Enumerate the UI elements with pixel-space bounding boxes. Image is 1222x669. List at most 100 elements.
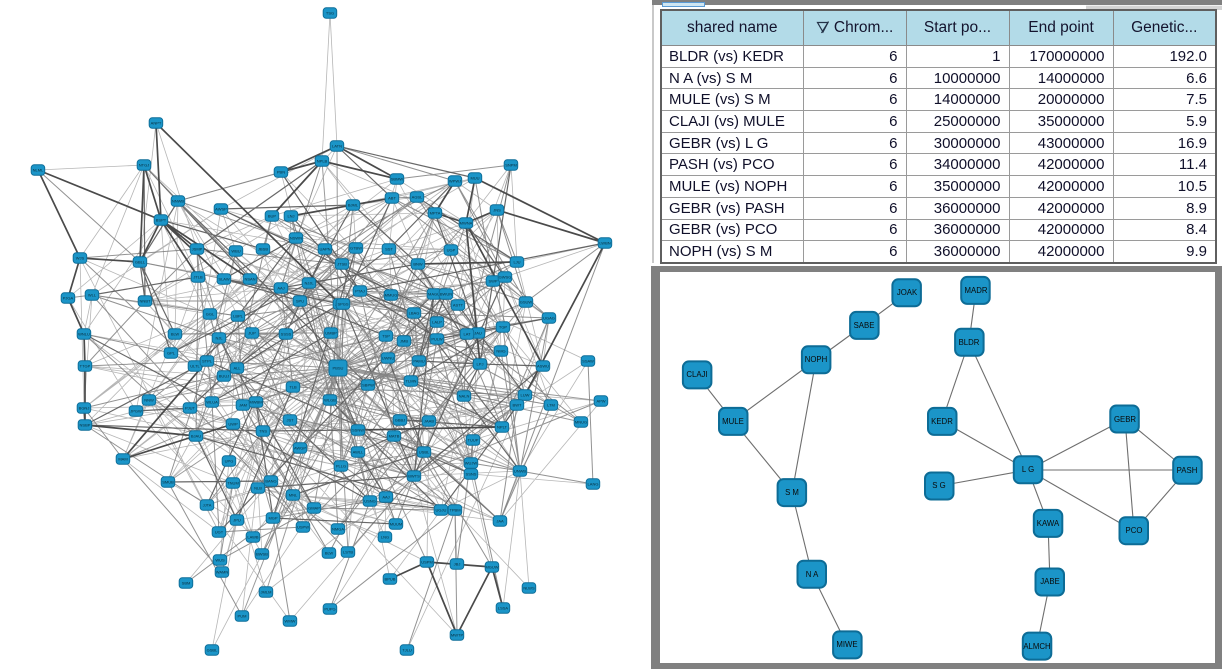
- svg-text:MMUG: MMUG: [385, 293, 398, 298]
- svg-text:ASWU: ASWU: [537, 364, 549, 369]
- svg-text:JMB: JMB: [400, 339, 408, 344]
- svg-text:AWGP: AWGP: [294, 446, 306, 451]
- svg-text:SPU: SPU: [296, 299, 304, 304]
- svg-text:SNPM: SNPM: [505, 163, 517, 168]
- svg-text:NSWN: NSWN: [290, 236, 302, 241]
- svg-text:LATN: LATN: [332, 144, 342, 149]
- svg-text:JST: JST: [286, 418, 294, 423]
- svg-text:L G: L G: [1022, 465, 1034, 474]
- svg-text:UGAG: UGAG: [543, 316, 555, 321]
- svg-text:AGSL: AGSL: [412, 195, 423, 200]
- svg-text:JBSB: JBSB: [258, 247, 268, 252]
- svg-text:SBM: SBM: [182, 581, 191, 586]
- svg-text:JABE: JABE: [1040, 577, 1060, 586]
- svg-text:BGNJ: BGNJ: [79, 406, 90, 411]
- svg-text:UGT: UGT: [215, 530, 224, 535]
- svg-text:LPJ: LPJ: [477, 362, 484, 367]
- svg-text:PJGA: PJGA: [63, 296, 74, 301]
- svg-text:JTLB: JTLB: [193, 275, 203, 280]
- svg-text:BWT: BWT: [513, 403, 522, 408]
- svg-text:KEDR: KEDR: [931, 417, 953, 426]
- svg-text:GSBL: GSBL: [207, 648, 218, 653]
- svg-text:NMG: NMG: [496, 349, 505, 354]
- svg-text:LBPL: LBPL: [233, 314, 244, 319]
- svg-text:SWP: SWP: [488, 279, 497, 284]
- svg-text:TLMN: TLMN: [406, 379, 417, 384]
- svg-text:GWSG: GWSG: [499, 275, 512, 280]
- svg-text:JPGW: JPGW: [130, 409, 142, 414]
- svg-text:JBJ: JBJ: [454, 562, 461, 567]
- svg-text:NJL: NJL: [215, 336, 223, 341]
- svg-text:UAPN: UAPN: [319, 247, 330, 252]
- svg-text:JPU: JPU: [233, 518, 241, 523]
- svg-text:LAWB: LAWB: [247, 535, 259, 540]
- svg-text:LAT: LAT: [463, 332, 471, 337]
- svg-text:JTSB: JTSB: [337, 262, 347, 267]
- svg-text:PLLG: PLLG: [336, 464, 346, 469]
- svg-text:MUU: MUU: [470, 176, 479, 181]
- svg-text:PBN: PBN: [277, 170, 285, 175]
- svg-text:NLB: NLB: [254, 486, 262, 491]
- svg-text:NTGJ: NTGJ: [139, 163, 149, 168]
- svg-text:WBU: WBU: [231, 249, 240, 254]
- svg-text:BANG: BANG: [265, 479, 276, 484]
- svg-text:GPL: GPL: [167, 351, 176, 356]
- svg-text:SSNS: SSNS: [466, 472, 477, 477]
- svg-text:BLW: BLW: [325, 551, 334, 556]
- svg-text:CLAJI: CLAJI: [686, 370, 707, 379]
- svg-text:WPWJ: WPWJ: [449, 179, 461, 184]
- svg-text:PAMU: PAMU: [413, 359, 424, 364]
- svg-text:WNLU: WNLU: [78, 332, 90, 337]
- svg-text:MIWE: MIWE: [836, 640, 857, 649]
- svg-text:USNG: USNG: [364, 499, 376, 504]
- svg-text:SST: SST: [385, 247, 393, 252]
- svg-text:NJJL: NJJL: [304, 281, 314, 286]
- svg-text:LJU: LJU: [513, 260, 520, 265]
- svg-text:N A: N A: [806, 570, 819, 579]
- svg-text:NSAN: NSAN: [244, 277, 255, 282]
- svg-text:LANG: LANG: [588, 482, 599, 487]
- svg-text:UMBP: UMBP: [325, 331, 337, 336]
- svg-text:NSBP: NSBP: [80, 423, 91, 428]
- svg-text:NPLT: NPLT: [497, 425, 507, 430]
- svg-text:TSP: TSP: [382, 334, 390, 339]
- svg-text:JJTA: JJTA: [203, 503, 212, 508]
- svg-text:STPL: STPL: [202, 359, 213, 364]
- svg-text:MATB: MATB: [389, 434, 400, 439]
- svg-text:BLDR: BLDR: [959, 338, 980, 347]
- svg-text:MPTA: MPTA: [430, 211, 441, 216]
- svg-text:GBLL: GBLL: [135, 260, 146, 265]
- svg-text:UGP: UGP: [447, 248, 456, 253]
- svg-text:LNJ: LNJ: [287, 214, 294, 219]
- svg-text:MADR: MADR: [965, 286, 988, 295]
- svg-text:SMUB: SMUB: [162, 480, 174, 485]
- svg-text:USPM: USPM: [421, 560, 433, 565]
- svg-text:SBPW: SBPW: [362, 383, 374, 388]
- svg-text:NMGA: NMGA: [332, 527, 344, 532]
- svg-text:LSSA: LSSA: [498, 606, 509, 611]
- svg-text:TNUM: TNUM: [227, 481, 239, 486]
- svg-text:TUUP: TUUP: [468, 438, 479, 443]
- svg-text:JUP: JUP: [248, 331, 256, 336]
- svg-text:BNW: BNW: [413, 262, 423, 267]
- svg-text:UWP: UWP: [228, 422, 238, 427]
- svg-text:KAWA: KAWA: [1037, 519, 1060, 528]
- svg-text:WUS: WUS: [215, 558, 225, 563]
- svg-text:WMW: WMW: [285, 619, 296, 624]
- svg-text:PULW: PULW: [431, 337, 442, 342]
- svg-text:TPBM: TPBM: [449, 508, 460, 513]
- svg-text:TLB: TLB: [289, 385, 297, 390]
- svg-text:NALN: NALN: [459, 394, 470, 399]
- svg-text:MGP: MGP: [268, 516, 277, 521]
- svg-text:JAU: JAU: [474, 331, 482, 336]
- svg-text:MNL: MNL: [289, 493, 298, 498]
- svg-text:JMLM: JMLM: [261, 590, 272, 595]
- svg-text:MAM: MAM: [118, 457, 127, 462]
- svg-text:S M: S M: [785, 488, 799, 497]
- svg-text:AWSP: AWSP: [215, 207, 227, 212]
- svg-text:BUUJ: BUUJ: [219, 374, 229, 379]
- svg-text:MNUG: MNUG: [575, 420, 587, 425]
- svg-text:GBBJ: GBBJ: [395, 418, 405, 423]
- svg-text:UPG: UPG: [225, 459, 234, 464]
- svg-text:USBL: USBL: [419, 450, 430, 455]
